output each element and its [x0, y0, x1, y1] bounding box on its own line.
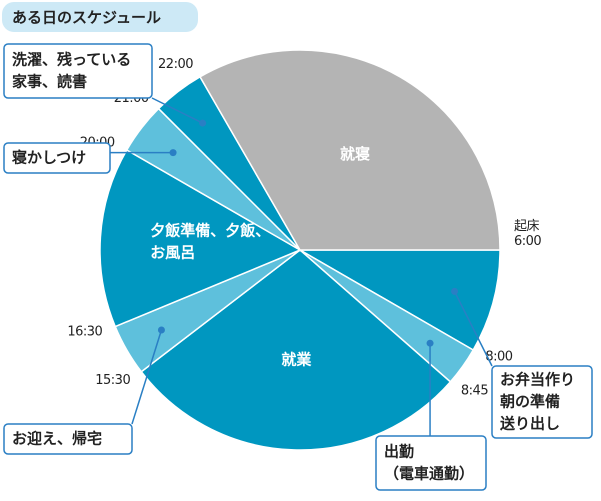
slice-label: （電車通勤）	[384, 465, 474, 483]
pie-slice	[297, 249, 501, 352]
slice-label: 家事、読書	[12, 73, 87, 91]
leader-dot	[199, 119, 207, 127]
leader-dot	[426, 339, 434, 347]
time-label: 8:00	[485, 350, 512, 365]
callout-box	[3, 142, 111, 174]
pie-slice	[140, 249, 452, 451]
leader-line	[151, 97, 203, 124]
slice-label: 就寝	[340, 145, 370, 163]
slice-label: 寝かしつけ	[12, 149, 86, 167]
callout-box	[3, 43, 153, 99]
callout-box	[491, 365, 593, 439]
slice-label: お迎え、帰宅	[12, 430, 102, 448]
callout-box	[3, 423, 133, 455]
slice-label: 朝の準備	[500, 393, 560, 411]
slice-label: 夕飯準備、夕飯、	[150, 222, 270, 240]
leader-dot	[169, 149, 177, 157]
time-label: 起床	[514, 219, 540, 234]
callout-box	[375, 435, 487, 491]
time-label: 22:00	[158, 57, 193, 72]
time-label: 6:00	[514, 234, 541, 249]
slice-label: 送り出し	[499, 415, 560, 433]
time-label: 15:30	[95, 373, 130, 388]
leader-dot	[451, 287, 459, 295]
leader-line	[131, 329, 163, 425]
pie-slice	[198, 49, 501, 251]
slice-label: 就業	[281, 350, 312, 368]
slice-label: お風呂	[150, 244, 195, 262]
time-label: 16:30	[67, 324, 102, 339]
pie-slice	[99, 148, 302, 328]
slice-label: お弁当作り	[500, 371, 575, 389]
time-label: 8:45	[461, 384, 488, 399]
chart-title: ある日のスケジュール	[12, 9, 161, 27]
slice-label: 出勤	[384, 443, 414, 461]
leader-line	[453, 291, 493, 367]
slice-label: 洗濯、残っている	[12, 51, 131, 69]
title-background	[2, 2, 198, 32]
leader-dot	[157, 326, 165, 334]
